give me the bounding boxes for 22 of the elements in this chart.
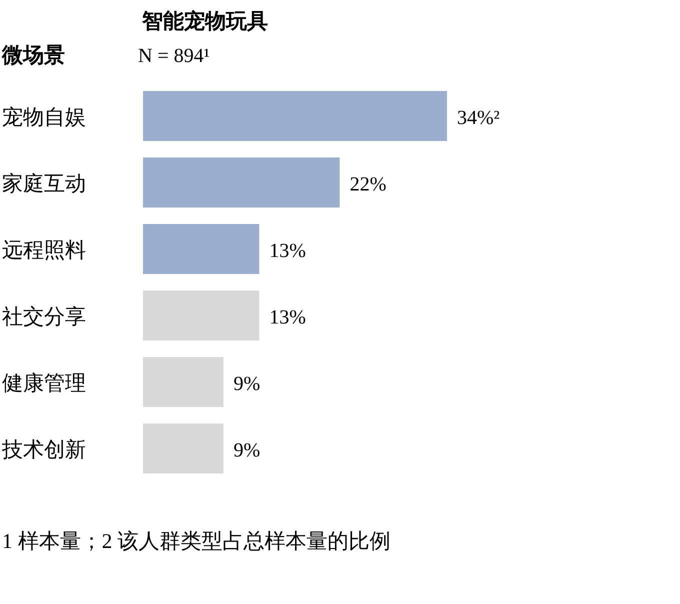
y-tick-label: 远程照料 xyxy=(2,238,86,262)
bar xyxy=(143,290,260,340)
data-label: 9% xyxy=(233,440,260,462)
y-tick-label: 社交分享 xyxy=(2,304,86,328)
y-tick-label: 家庭互动 xyxy=(2,172,86,196)
data-label: 9% xyxy=(233,373,260,395)
bar xyxy=(143,91,447,141)
y-tick-label: 健康管理 xyxy=(2,371,86,395)
data-label: 34%² xyxy=(457,107,500,129)
text: 1 样本量；2 该人群类型占总样本量的比例 xyxy=(2,529,390,553)
y-axis-title: 微场景 xyxy=(1,43,65,67)
y-tick-label: 技术创新 xyxy=(1,438,86,462)
data-label: 13% xyxy=(269,240,306,262)
chart-title: 智能宠物玩具 xyxy=(141,9,268,33)
bar xyxy=(143,424,224,474)
bar xyxy=(143,158,340,208)
y-tick-label: 宠物自娱 xyxy=(2,105,86,129)
data-label: 13% xyxy=(269,306,306,328)
bar xyxy=(143,224,260,274)
bar xyxy=(143,357,224,407)
data-label: 22% xyxy=(350,174,386,196)
chart-subtitle: N = 894¹ xyxy=(138,45,210,67)
